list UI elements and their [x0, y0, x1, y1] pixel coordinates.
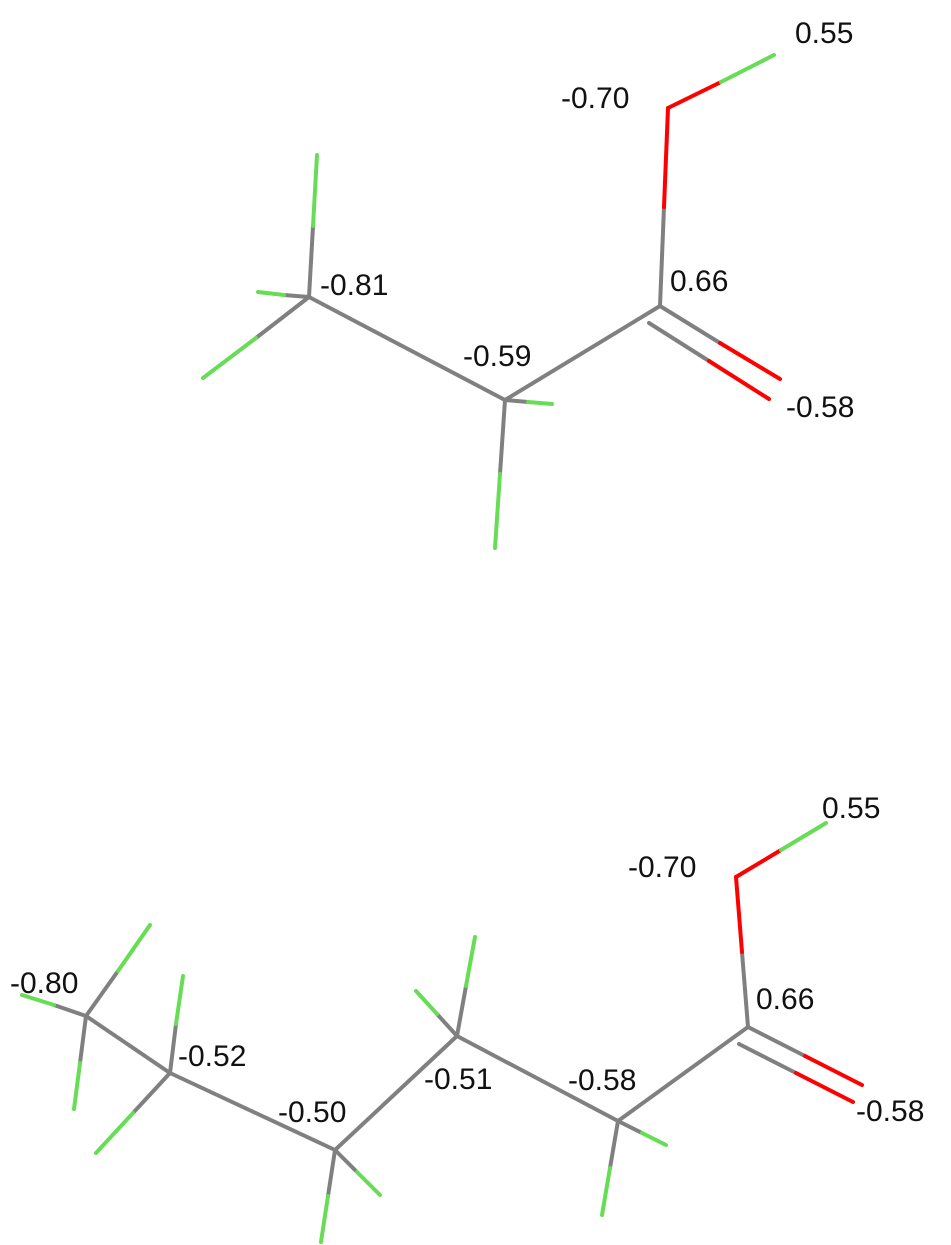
- charge-label-c5: -0.58: [568, 1064, 636, 1097]
- bond-co-double: [718, 341, 782, 381]
- bond-ch: [201, 336, 258, 380]
- bond-ch: [282, 293, 311, 299]
- bond-ch: [84, 969, 120, 1018]
- bond-co: [658, 205, 666, 308]
- bond-cc: [503, 304, 662, 402]
- bond-ch: [168, 1022, 178, 1075]
- charge-label-o-carbonyl: -0.58: [786, 391, 854, 424]
- bond-cc: [84, 1014, 172, 1075]
- charge-labels: -0.80 -0.52 -0.50 -0.51 -0.58 0.66 -0.70…: [10, 792, 924, 1129]
- bond-co-double: [647, 321, 711, 363]
- bond-ch: [600, 1166, 612, 1217]
- charge-label-o-carbonyl: -0.58: [856, 1095, 924, 1128]
- bond-ch: [498, 398, 507, 476]
- bond-co-double: [707, 359, 771, 401]
- charge-label-c4: -0.51: [424, 1063, 492, 1096]
- bond-ch: [435, 1012, 459, 1038]
- charge-label-c3: -0.50: [278, 1096, 346, 1129]
- bond-ch: [333, 1148, 359, 1174]
- molecule-propanoic-acid: -0.70 0.55 -0.81 -0.59 0.66 -0.58: [201, 17, 854, 550]
- bond-ch: [131, 1071, 172, 1115]
- bond-ch: [72, 1061, 82, 1111]
- bond-cc: [307, 295, 507, 402]
- bond-ch: [78, 1014, 88, 1065]
- bond-ch: [52, 1003, 88, 1018]
- bond-ch: [493, 472, 502, 550]
- bonds: [20, 821, 864, 1244]
- bond-ch: [414, 989, 439, 1016]
- charge-labels: -0.70 0.55 -0.81 -0.59 0.66 -0.58: [320, 17, 854, 424]
- bond-ch: [455, 984, 468, 1038]
- bond-co: [740, 950, 750, 1029]
- bonds: [201, 53, 782, 550]
- bond-ch: [116, 923, 152, 973]
- bond-cc: [168, 1071, 337, 1152]
- charge-label-c2: -0.52: [178, 1040, 246, 1073]
- bond-ch: [608, 1119, 620, 1170]
- bond-co-double: [658, 304, 722, 345]
- bond-ch: [307, 224, 315, 299]
- bond-oh: [734, 848, 783, 879]
- charge-label-h-hydroxyl: 0.55: [795, 17, 853, 50]
- bond-ch: [94, 1111, 135, 1155]
- bond-ch: [355, 1170, 382, 1197]
- charge-label-o-hydroxyl: -0.70: [561, 82, 629, 115]
- bond-oh: [666, 80, 723, 110]
- bond-ch: [174, 974, 185, 1026]
- bond-ch: [254, 295, 311, 340]
- charge-label-c-methylene: -0.59: [463, 340, 531, 373]
- bond-cc: [455, 1034, 620, 1123]
- bond-ch: [616, 1119, 644, 1135]
- bond-ch: [640, 1131, 668, 1147]
- bond-ch: [503, 398, 530, 404]
- bond-co-double: [803, 1054, 864, 1087]
- charge-label-c-carboxyl: 0.66: [756, 983, 814, 1016]
- bond-co: [662, 106, 670, 209]
- bond-co-double: [737, 1042, 798, 1075]
- bond-cc: [333, 1034, 459, 1152]
- bond-ch: [20, 993, 56, 1007]
- charge-label-c-methyl: -0.81: [320, 269, 388, 302]
- bond-co-double: [794, 1071, 855, 1104]
- bond-ch: [526, 400, 554, 406]
- bond-ch: [319, 1194, 330, 1244]
- bond-oh: [779, 821, 828, 852]
- bond-co-double: [746, 1025, 807, 1058]
- charge-label-h-hydroxyl: 0.55: [822, 792, 880, 825]
- bond-ch: [464, 935, 477, 988]
- charge-label-o-hydroxyl: -0.70: [628, 851, 696, 884]
- charge-label-c-carboxyl: 0.66: [670, 265, 728, 298]
- bond-oh: [719, 53, 776, 84]
- molecule-hexanoic-acid: -0.80 -0.52 -0.50 -0.51 -0.58 0.66 -0.70…: [10, 792, 924, 1244]
- charge-label-c-methyl: -0.80: [10, 967, 78, 1000]
- bond-ch: [326, 1148, 337, 1198]
- bond-co: [734, 875, 744, 954]
- bond-cc: [616, 1025, 750, 1123]
- bond-ch: [256, 290, 286, 297]
- bond-ch: [311, 153, 319, 228]
